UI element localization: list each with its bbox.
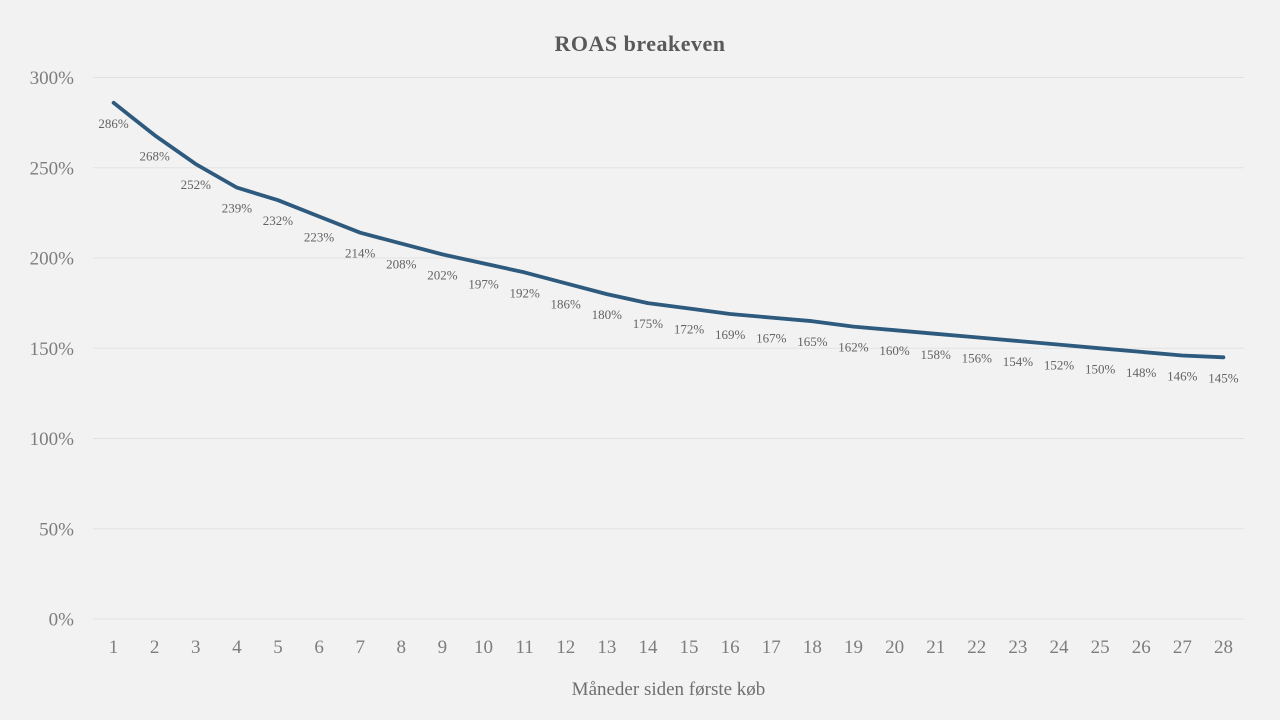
x-tick-label: 16 bbox=[721, 637, 740, 658]
y-tick-label: 200% bbox=[30, 249, 75, 270]
y-tick-label: 250% bbox=[30, 158, 75, 179]
y-tick-label: 150% bbox=[30, 339, 75, 360]
x-tick-label: 4 bbox=[232, 637, 242, 658]
data-label: 162% bbox=[838, 340, 869, 355]
series-line bbox=[111, 100, 1226, 360]
data-label: 172% bbox=[674, 322, 705, 337]
x-tick-label: 12 bbox=[556, 637, 575, 658]
x-tick-label: 23 bbox=[1008, 637, 1027, 658]
x-tick-label: 5 bbox=[273, 637, 283, 658]
data-label: 286% bbox=[98, 116, 129, 131]
data-label: 156% bbox=[962, 350, 993, 365]
data-label: 223% bbox=[304, 229, 335, 244]
x-tick-label: 15 bbox=[680, 637, 699, 658]
x-tick-label: 3 bbox=[191, 637, 201, 658]
x-tick-label: 13 bbox=[597, 637, 616, 658]
data-label: 167% bbox=[756, 331, 787, 346]
data-label: 175% bbox=[633, 316, 664, 331]
x-tick-label: 10 bbox=[474, 637, 493, 658]
x-tick-label: 22 bbox=[967, 637, 986, 658]
data-label: 252% bbox=[181, 177, 212, 192]
data-label: 208% bbox=[386, 257, 417, 272]
x-tick-label: 14 bbox=[638, 637, 658, 658]
x-tick-label: 18 bbox=[803, 637, 822, 658]
data-label: 154% bbox=[1003, 354, 1034, 369]
x-tick-label: 26 bbox=[1132, 637, 1151, 658]
y-tick-label: 100% bbox=[30, 429, 75, 450]
x-tick-label: 8 bbox=[397, 637, 407, 658]
x-tick-label: 6 bbox=[314, 637, 324, 658]
chart-title: ROAS breakeven bbox=[554, 31, 726, 56]
x-tick-label: 24 bbox=[1050, 637, 1070, 658]
data-label: 239% bbox=[222, 201, 253, 216]
data-label: 148% bbox=[1126, 365, 1157, 380]
x-tick-label: 27 bbox=[1173, 637, 1192, 658]
data-label: 186% bbox=[551, 296, 582, 311]
x-tick-label: 11 bbox=[515, 637, 533, 658]
data-label: 202% bbox=[427, 267, 458, 282]
data-label: 214% bbox=[345, 246, 376, 261]
x-tick-label: 28 bbox=[1214, 637, 1233, 658]
data-label: 160% bbox=[879, 343, 910, 358]
x-tick-label: 20 bbox=[885, 637, 904, 658]
x-tick-label: 25 bbox=[1091, 637, 1110, 658]
data-label: 150% bbox=[1085, 361, 1116, 376]
x-tick-label: 19 bbox=[844, 637, 863, 658]
x-tick-label: 21 bbox=[926, 637, 945, 658]
data-label: 165% bbox=[797, 334, 828, 349]
x-tick-label: 1 bbox=[109, 637, 119, 658]
data-label: 145% bbox=[1208, 370, 1239, 385]
data-label: 268% bbox=[139, 148, 170, 163]
data-label: 180% bbox=[592, 307, 623, 322]
data-label: 197% bbox=[468, 276, 499, 291]
y-tick-label: 50% bbox=[39, 519, 74, 540]
data-label: 192% bbox=[509, 285, 540, 300]
data-label: 169% bbox=[715, 327, 746, 342]
x-tick-label: 17 bbox=[762, 637, 781, 658]
x-axis-title: Måneder siden første køb bbox=[571, 679, 766, 700]
y-tick-label: 300% bbox=[30, 68, 75, 89]
x-tick-label: 9 bbox=[438, 637, 448, 658]
y-tick-label: 0% bbox=[49, 610, 75, 631]
data-label: 146% bbox=[1167, 368, 1198, 383]
data-label: 152% bbox=[1044, 358, 1075, 373]
data-label: 232% bbox=[263, 213, 294, 228]
data-label: 158% bbox=[921, 347, 952, 362]
x-tick-label: 7 bbox=[355, 637, 365, 658]
x-tick-label: 2 bbox=[150, 637, 160, 658]
